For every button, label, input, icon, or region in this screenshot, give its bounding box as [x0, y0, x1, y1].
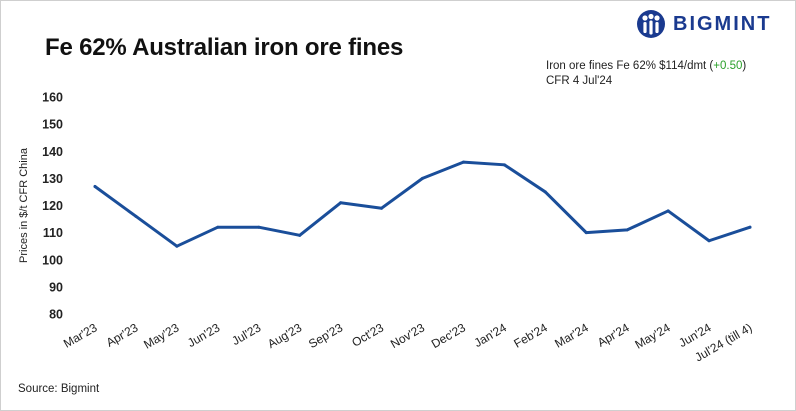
- price-series-line: [93, 160, 752, 248]
- x-tick-label: Mar'23: [61, 320, 100, 350]
- bigmint-logo-icon: [637, 10, 665, 38]
- brand-name: BIGMINT: [673, 12, 772, 35]
- x-tick-label: Jan'24: [472, 320, 510, 350]
- data-point: [666, 209, 670, 213]
- y-tick-label: 100: [42, 253, 63, 267]
- brand-logo: BIGMINT: [636, 9, 771, 39]
- data-point: [543, 190, 547, 194]
- data-point: [380, 206, 384, 210]
- data-point: [339, 201, 343, 205]
- data-point: [707, 239, 711, 243]
- x-tick-label: Jul'23: [229, 320, 263, 348]
- x-tick-label: Mar'24: [552, 320, 591, 350]
- x-tick-label: Oct'23: [349, 320, 386, 349]
- data-point: [175, 244, 179, 248]
- y-axis-label: Prices in $/t CFR China: [18, 147, 30, 263]
- data-point: [461, 160, 465, 164]
- data-point: [584, 231, 588, 235]
- x-tick-label: May'24: [632, 320, 672, 351]
- x-tick-label: Feb'24: [511, 320, 550, 350]
- price-info-line2: CFR 4 Jul'24: [546, 75, 613, 87]
- data-point: [216, 225, 220, 229]
- y-tick-label: 110: [43, 226, 63, 240]
- series-layer: [93, 160, 752, 248]
- price-info: Iron ore fines Fe 62% $114/dmt (+0.50) C…: [546, 59, 746, 89]
- data-point: [502, 163, 506, 167]
- x-tick-label: Aug'23: [265, 320, 304, 351]
- data-point: [257, 225, 261, 229]
- x-tick-label: Nov'23: [388, 320, 427, 351]
- data-point: [93, 185, 97, 189]
- y-tick-label: 140: [42, 145, 63, 159]
- data-point: [748, 225, 752, 229]
- y-tick-label: 150: [42, 118, 63, 132]
- x-tick-label: Apr'24: [595, 320, 632, 349]
- y-tick-label: 90: [49, 280, 63, 294]
- data-point: [421, 176, 424, 180]
- y-tick-label: 160: [42, 91, 63, 105]
- data-point: [134, 214, 138, 218]
- x-axis: Mar'23 Apr'23 May'23 Jun'23 Jul'23 Aug'23 Sep'…: [61, 320, 754, 364]
- price-change: +0.50: [713, 60, 743, 72]
- y-tick-label: 80: [49, 308, 63, 322]
- data-point: [298, 233, 302, 237]
- chart-title: Fe 62% Australian iron ore fines: [45, 34, 404, 61]
- y-tick-label: 120: [42, 199, 63, 213]
- data-point: [625, 228, 629, 232]
- price-info-suffix: ): [742, 60, 747, 72]
- x-tick-label: Jun'23: [185, 320, 223, 350]
- x-tick-label: May'23: [141, 320, 181, 351]
- y-tick-label: 130: [42, 172, 63, 186]
- price-info-prefix: Iron ore fines Fe 62% $114/dmt (: [546, 60, 714, 72]
- x-tick-label: Sep'23: [306, 320, 345, 351]
- x-tick-label: Dec'23: [429, 320, 468, 351]
- x-tick-label: Apr'23: [104, 320, 141, 349]
- price-info-line1: Iron ore fines Fe 62% $114/dmt (+0.50): [546, 59, 746, 74]
- y-axis: 80 90 100 110 120 130 140 150 160: [42, 91, 63, 322]
- source-note: Source: Bigmint: [18, 383, 100, 395]
